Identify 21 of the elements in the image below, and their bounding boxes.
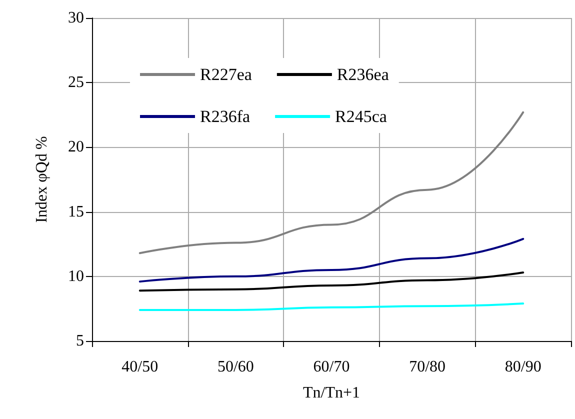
line-series [138,238,524,283]
y-tick-label: 15 [68,203,84,220]
y-tick-label: 20 [68,138,84,156]
legend-label: R236ea [336,65,390,84]
x-tick-label: 50/60 [217,358,254,376]
line-series [138,272,524,292]
legend-label: R236fa [200,107,250,126]
x-tick-label: 80/90 [504,358,542,376]
legend-label: R227ea [200,65,252,84]
x-tick-label: 70/80 [409,358,446,376]
x-tick-label: 60/70 [313,358,350,376]
y-axis-title: Index φQd % [34,136,50,223]
legend-label: R245ca [335,107,388,126]
y-tick-label: 10 [68,268,84,285]
y-tick-label: 30 [68,10,84,26]
line-series [138,111,524,254]
y-tick-label: 5 [76,332,84,350]
x-tick-label: 40/50 [122,358,158,376]
line-series [138,302,524,311]
x-axis-title: Tn/Tn+1 [302,384,360,402]
y-tick-label: 25 [68,74,84,92]
